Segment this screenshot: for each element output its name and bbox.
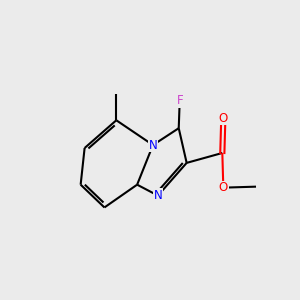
Text: O: O [219, 181, 228, 194]
Text: N: N [148, 139, 157, 152]
Text: F: F [176, 94, 183, 107]
Text: N: N [154, 189, 162, 202]
Text: O: O [219, 112, 228, 125]
